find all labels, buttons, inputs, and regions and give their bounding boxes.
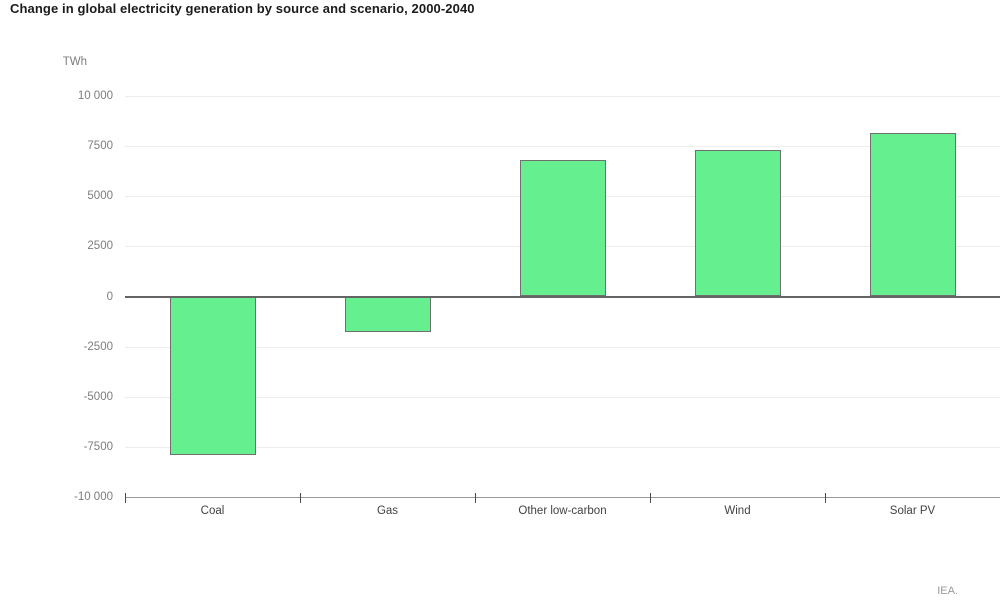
x-tick <box>125 493 126 503</box>
x-tick <box>650 493 651 503</box>
zero-axis-line <box>125 296 1000 298</box>
y-tick-label: 0 <box>106 291 113 303</box>
x-tick-label: Other low-carbon <box>518 505 607 517</box>
y-tick-label: -10 000 <box>73 491 113 503</box>
gridline <box>125 146 1000 147</box>
bar[interactable] <box>695 150 781 296</box>
x-tick <box>475 493 476 503</box>
y-tick-label: 5000 <box>87 190 113 202</box>
y-tick-label: 10 000 <box>77 90 113 102</box>
x-tick-label: Wind <box>724 505 751 517</box>
y-tick-label: -2500 <box>83 341 113 353</box>
y-axis-unit-label: TWh <box>62 56 87 68</box>
y-tick-label: -5000 <box>83 391 113 403</box>
y-tick-label: 2500 <box>87 240 113 252</box>
gridline <box>125 397 1000 398</box>
y-tick-label: -7500 <box>83 441 113 453</box>
y-tick-label: 7500 <box>87 140 113 152</box>
gridline <box>125 447 1000 448</box>
source-credit: IEA. <box>937 585 958 597</box>
bar[interactable] <box>345 297 431 332</box>
x-tick-label: Gas <box>376 505 399 517</box>
bar[interactable] <box>170 297 256 455</box>
x-axis-line <box>125 497 1000 498</box>
bar[interactable] <box>520 160 606 296</box>
chart-title: Change in global electricity generation … <box>10 1 475 16</box>
gridline <box>125 96 1000 97</box>
bar[interactable] <box>870 133 956 296</box>
x-tick-label: Solar PV <box>889 505 936 517</box>
x-tick <box>825 493 826 503</box>
x-tick-label: Coal <box>200 505 225 517</box>
x-tick <box>300 493 301 503</box>
gridline <box>125 347 1000 348</box>
